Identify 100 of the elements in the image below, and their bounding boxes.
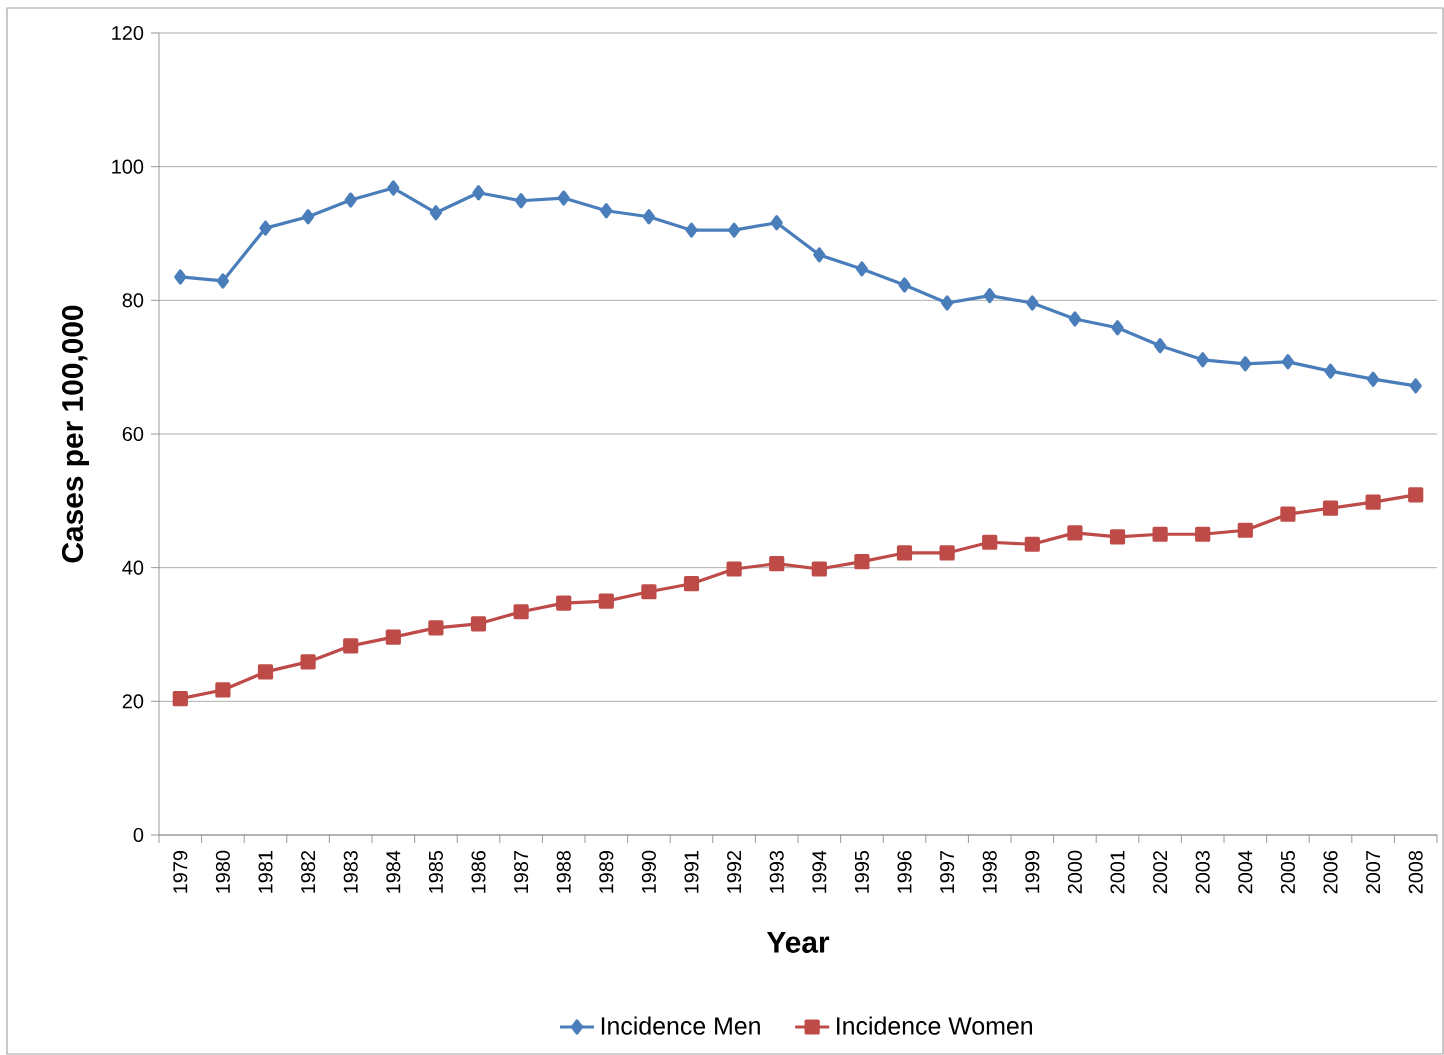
x-tick-label: 2007: [1366, 851, 1381, 894]
x-tick-label: 1980: [215, 850, 230, 893]
x-tick-label: 1985: [428, 850, 443, 893]
x-tick-label: 1984: [386, 850, 401, 893]
x-tick-label: 1996: [897, 850, 912, 893]
point: [428, 620, 444, 636]
y-tick-label: 120: [112, 25, 144, 41]
point: [300, 654, 316, 670]
point: [1111, 320, 1124, 336]
y-tick-label: 0: [133, 827, 144, 843]
point: [1281, 354, 1295, 370]
point: [215, 682, 231, 698]
x-tick-label: 2003: [1195, 850, 1210, 894]
point: [1026, 295, 1039, 311]
x-tick-label: 2002: [1153, 851, 1168, 894]
point: [683, 576, 700, 592]
point: [174, 269, 187, 285]
point: [728, 222, 741, 238]
point: [642, 209, 656, 225]
point: [343, 638, 359, 654]
x-tick-label: 2001: [1110, 851, 1125, 894]
y-tick-label: 40: [122, 560, 144, 575]
x-tick-label: 1983: [343, 850, 358, 893]
point: [302, 209, 315, 225]
point: [598, 593, 614, 609]
x-tick-label: 2000: [1067, 850, 1082, 894]
point: [1067, 525, 1083, 541]
point: [1365, 494, 1381, 510]
x-tick-label: 1986: [471, 850, 486, 893]
point: [216, 273, 229, 289]
x-tick-label: 1993: [769, 850, 784, 893]
y-axis-title: Cases per 100,000: [61, 305, 90, 563]
point: [600, 203, 613, 219]
point: [259, 220, 272, 236]
point: [557, 190, 570, 206]
point: [1196, 352, 1209, 368]
point: [1367, 371, 1380, 387]
y-tick-label: 20: [122, 694, 144, 709]
point: [470, 616, 487, 632]
point: [513, 604, 529, 620]
y-tick-label: 60: [122, 426, 144, 442]
point: [556, 595, 572, 611]
point: [1408, 487, 1424, 503]
point: [1152, 526, 1168, 542]
point: [344, 192, 357, 208]
point: [769, 556, 785, 572]
point: [472, 185, 485, 201]
x-tick-label: 1994: [812, 850, 827, 893]
point: [1195, 526, 1211, 542]
point: [813, 247, 826, 263]
x-tick-label: 1998: [982, 850, 997, 893]
x-tick-label: 1979: [173, 850, 188, 893]
point: [387, 180, 400, 196]
point: [1109, 529, 1126, 545]
x-tick-label: 1987: [514, 851, 529, 893]
x-tick-label: 1997: [940, 851, 955, 893]
x-tick-label: 1991: [684, 851, 699, 893]
point: [983, 288, 996, 304]
x-axis-title: Year: [766, 932, 830, 953]
point: [1237, 522, 1253, 538]
point: [1239, 356, 1252, 372]
x-tick-label: 1982: [301, 851, 316, 893]
point: [1154, 338, 1167, 354]
point: [898, 277, 911, 293]
point: [896, 545, 913, 561]
point: [429, 205, 443, 221]
point: [641, 584, 657, 600]
x-tick-label: 2004: [1238, 850, 1253, 894]
x-tick-label: 1989: [599, 850, 614, 893]
legend-label: Incidence Women: [837, 1016, 1032, 1035]
point: [855, 261, 869, 277]
legend-label: Incidence Men: [601, 1016, 760, 1035]
point: [982, 534, 998, 550]
x-tick-label: 2005: [1280, 850, 1295, 894]
x-tick-label: 2008: [1408, 850, 1423, 894]
point: [515, 193, 528, 209]
point: [1322, 500, 1339, 516]
point: [941, 295, 954, 311]
point: [172, 691, 188, 707]
x-tick-label: 1999: [1025, 850, 1040, 893]
point: [811, 561, 827, 577]
point: [1024, 536, 1040, 552]
y-tick-label: 80: [122, 293, 144, 308]
x-tick-label: 2006: [1323, 850, 1338, 894]
point: [1068, 311, 1082, 327]
x-tick-label: 1988: [556, 850, 571, 893]
point: [726, 561, 742, 577]
point: [770, 215, 783, 231]
x-tick-label: 1990: [641, 850, 656, 893]
point: [1280, 506, 1296, 522]
point: [1409, 378, 1422, 394]
point: [1324, 363, 1337, 379]
point: [685, 222, 698, 238]
x-tick-label: 1992: [727, 851, 742, 893]
x-tick-label: 1995: [854, 850, 869, 893]
y-tick-label: 100: [112, 159, 144, 174]
x-tick-label: 1981: [258, 851, 273, 893]
point: [939, 545, 955, 561]
point: [854, 554, 870, 570]
point: [257, 664, 274, 680]
